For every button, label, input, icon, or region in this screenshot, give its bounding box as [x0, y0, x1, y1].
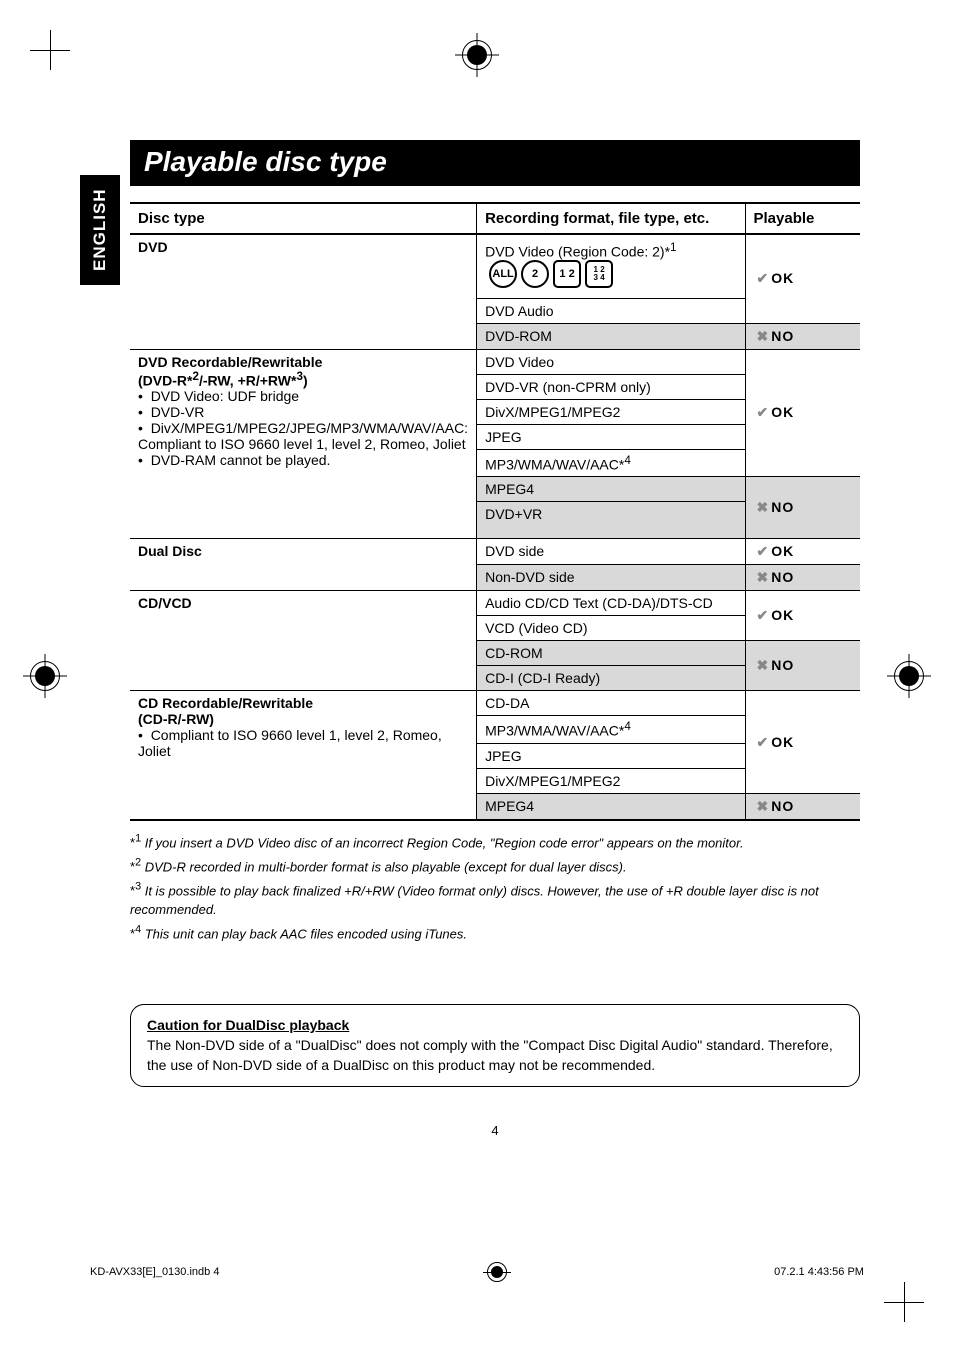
caution-box: Caution for DualDisc playback The Non-DV… [130, 1004, 860, 1087]
table-row: CD/VCD Audio CD/CD Text (CD-DA)/DTS-CD O… [130, 591, 860, 616]
footer-left: KD-AVX33[E]_0130.indb 4 [90, 1266, 219, 1278]
footnote: DVD-R recorded in multi-border format is… [145, 859, 627, 874]
cell: MPEG4 [477, 477, 745, 502]
cell: CD-ROM [477, 641, 745, 666]
crop-mark [30, 30, 70, 70]
cell: DVD Video (Region Code: 2)*1 ALL 2 1 2 1… [477, 234, 745, 298]
footnotes: *1 If you insert a DVD Video disc of an … [130, 831, 860, 944]
table-row: CD Recordable/Rewritable (CD-R/-RW) • Co… [130, 691, 860, 716]
registration-mark [30, 661, 60, 691]
caution-body: The Non-DVD side of a "DualDisc" does no… [147, 1035, 843, 1076]
header-disc-type: Disc type [130, 203, 477, 234]
cell-sub: (CD-R/-RW) [138, 711, 468, 727]
footnote: If you insert a DVD Video disc of an inc… [145, 835, 744, 850]
ok-icon: OK [757, 270, 795, 286]
no-icon: NO [757, 499, 795, 515]
cell-label: CD Recordable/Rewritable [138, 695, 468, 711]
cell: CD-DA [477, 691, 745, 716]
cell: DivX/MPEG1/MPEG2 [477, 768, 745, 793]
cell-label: DVD Recordable/Rewritable [138, 354, 468, 370]
cell: Audio CD/CD Text (CD-DA)/DTS-CD [477, 591, 745, 616]
cell: DVD-ROM [477, 323, 745, 349]
header-playable: Playable [745, 203, 860, 234]
cell-label: DVD [138, 239, 168, 255]
cell: VCD (Video CD) [477, 616, 745, 641]
cell: DVD side [477, 539, 745, 565]
language-tab: ENGLISH [80, 175, 120, 285]
table-row: DVD DVD Video (Region Code: 2)*1 ALL 2 1… [130, 234, 860, 298]
cell: JPEG [477, 424, 745, 449]
list-item: • DVD-RAM cannot be played. [138, 452, 468, 468]
footnote: This unit can play back AAC files encode… [145, 926, 467, 941]
cell: MPEG4 [477, 793, 745, 820]
no-icon: NO [757, 569, 795, 585]
list-item: • DVD-VR [138, 404, 468, 420]
page-title: Playable disc type [130, 140, 860, 186]
cell: MP3/WMA/WAV/AAC*4 [477, 449, 745, 477]
table-row: Dual Disc DVD side OK [130, 539, 860, 565]
no-icon: NO [757, 328, 795, 344]
registration-mark [894, 661, 924, 691]
cell-label: Dual Disc [138, 543, 202, 559]
region-icon: 1 2 [553, 260, 581, 288]
page-content: Playable disc type Disc type Recording f… [130, 140, 860, 1138]
table-header: Disc type Recording format, file type, e… [130, 203, 860, 234]
region-icons: ALL 2 1 2 1 23 4 [489, 260, 613, 288]
table-row: DVD Recordable/Rewritable (DVD-R*2/-RW, … [130, 349, 860, 374]
header-format: Recording format, file type, etc. [477, 203, 745, 234]
registration-mark [487, 1262, 507, 1282]
cell-label: CD/VCD [138, 595, 192, 611]
cell: DVD Video [477, 349, 745, 374]
footnote: It is possible to play back finalized +R… [130, 883, 819, 918]
superscript: 1 [670, 241, 676, 254]
caution-head: Caution for DualDisc playback [147, 1015, 843, 1035]
cell: CD-I (CD-I Ready) [477, 666, 745, 691]
ok-icon: OK [757, 734, 795, 750]
cell: DivX/MPEG1/MPEG2 [477, 399, 745, 424]
crop-mark [884, 1282, 924, 1322]
region-icon: 2 [521, 260, 549, 288]
cell-text: DVD Video (Region Code: 2)* [485, 244, 670, 260]
region-icon: 1 23 4 [585, 260, 613, 288]
page-number: 4 [130, 1123, 860, 1138]
registration-mark [462, 40, 492, 70]
region-icon: ALL [489, 260, 517, 288]
disc-table: Disc type Recording format, file type, e… [130, 202, 860, 821]
list-item: • DVD Video: UDF bridge [138, 388, 468, 404]
cell-sub: (DVD-R*2/-RW, +R/+RW*3) [138, 370, 468, 389]
list-item: • DivX/MPEG1/MPEG2/JPEG/MP3/WMA/WAV/AAC:… [138, 420, 468, 452]
ok-icon: OK [757, 607, 795, 623]
cell: MP3/WMA/WAV/AAC*4 [477, 716, 745, 744]
print-footer: KD-AVX33[E]_0130.indb 4 07.2.1 4:43:56 P… [90, 1262, 864, 1282]
ok-icon: OK [757, 404, 795, 420]
ok-icon: OK [757, 543, 795, 559]
cell: JPEG [477, 743, 745, 768]
cell: DVD-VR (non-CPRM only) [477, 374, 745, 399]
footer-right: 07.2.1 4:43:56 PM [774, 1266, 864, 1278]
list-item: • Compliant to ISO 9660 level 1, level 2… [138, 727, 468, 759]
cell: DVD Audio [477, 298, 745, 323]
no-icon: NO [757, 798, 795, 814]
cell: DVD+VR [477, 502, 745, 539]
cell: Non-DVD side [477, 565, 745, 591]
no-icon: NO [757, 657, 795, 673]
